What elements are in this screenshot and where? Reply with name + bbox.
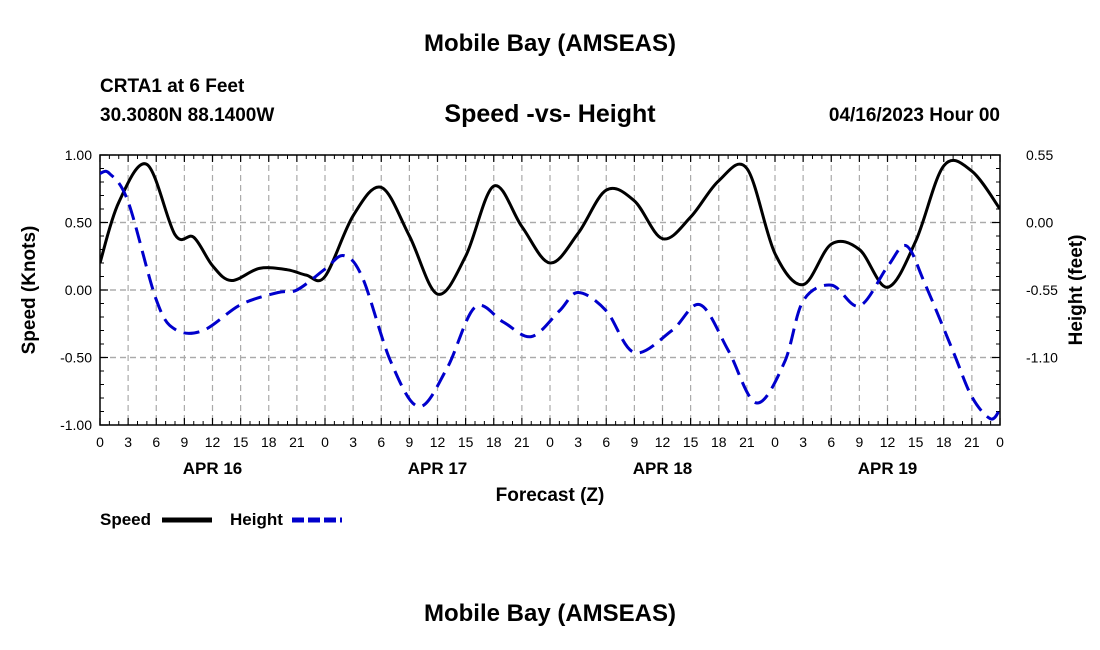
x-tick-label: 21 (289, 434, 305, 450)
footer-title: Mobile Bay (AMSEAS) (423, 600, 677, 627)
x-tick-label: 15 (458, 434, 474, 450)
y-right-tick-label: 0.55 (1026, 147, 1053, 163)
chart-subtitle: Speed -vs- Height (444, 100, 656, 128)
x-tick-label: 3 (574, 434, 582, 450)
x-tick-label: 0 (546, 434, 554, 450)
x-tick-label: 18 (936, 434, 952, 450)
y-right-axis-title: Height (feet) (1066, 235, 1087, 346)
x-tick-label: 15 (233, 434, 249, 450)
x-tick-label: 21 (514, 434, 530, 450)
x-tick-label: 21 (739, 434, 755, 450)
x-tick-label: 9 (630, 434, 638, 450)
axes (99, 154, 1001, 426)
axis-labels: 0 3 6 9 12 15 18 21 0 3 6 9 12 15 18 21 0 3 6 9 12 15 18 21 0 3 6 9… (19, 147, 1087, 506)
y-left-tick-label: 0.00 (65, 282, 92, 298)
x-tick-label: 9 (405, 434, 413, 450)
x-tick-label: 3 (124, 434, 132, 450)
x-tick-label: 12 (205, 434, 221, 450)
x-tick-label: 0 (996, 434, 1004, 450)
y-right-tick-label: -0.55 (1026, 282, 1058, 298)
series-layer (100, 158, 1000, 421)
x-date-label: APR 16 (183, 459, 243, 478)
x-tick-label: 12 (655, 434, 671, 450)
x-date-label: APR 18 (633, 459, 693, 478)
x-tick-label: 15 (683, 434, 699, 450)
legend-label-speed: Speed (100, 510, 151, 529)
height-series-line (100, 169, 1000, 421)
x-tick-label: 0 (771, 434, 779, 450)
y-right-tick-label: -1.10 (1026, 350, 1058, 366)
x-tick-label: 6 (602, 434, 610, 450)
x-tick-label: 21 (964, 434, 980, 450)
x-tick-label: 0 (96, 434, 104, 450)
x-tick-label: 0 (321, 434, 329, 450)
x-tick-label: 6 (377, 434, 385, 450)
x-tick-label: 18 (711, 434, 727, 450)
y-left-tick-label: -1.00 (60, 417, 92, 433)
y-left-tick-label: 0.50 (65, 215, 92, 231)
y-left-tick-label: 1.00 (65, 147, 92, 163)
x-tick-label: 18 (486, 434, 502, 450)
x-tick-label: 15 (908, 434, 924, 450)
x-tick-label: 9 (180, 434, 188, 450)
x-tick-label: 12 (430, 434, 446, 450)
x-date-label: APR 19 (858, 459, 918, 478)
x-tick-label: 18 (261, 434, 277, 450)
station-label: CRTA1 at 6 Feet (100, 76, 245, 97)
plot-frame (99, 154, 1001, 426)
grid (100, 154, 1000, 425)
x-axis-title: Forecast (Z) (496, 485, 605, 506)
x-tick-label: 3 (349, 434, 357, 450)
x-tick-label: 12 (880, 434, 896, 450)
speed-series-line (100, 158, 1000, 296)
x-tick-label: 6 (152, 434, 160, 450)
x-tick-label: 3 (799, 434, 807, 450)
x-tick-label: 6 (827, 434, 835, 450)
forecast-datetime: 04/16/2023 Hour 00 (828, 105, 1000, 126)
y-left-axis-title: Speed (Knots) (19, 226, 40, 355)
y-right-tick-label: 0.00 (1026, 215, 1053, 231)
x-tick-label: 9 (855, 434, 863, 450)
legend: Speed Height (100, 510, 342, 529)
page-title: Mobile Bay (AMSEAS) (423, 30, 677, 57)
x-date-label: APR 17 (408, 459, 468, 478)
legend-label-height: Height (230, 510, 283, 529)
station-coordinates: 30.3080N 88.1400W (100, 105, 275, 126)
y-left-tick-label: -0.50 (60, 350, 92, 366)
